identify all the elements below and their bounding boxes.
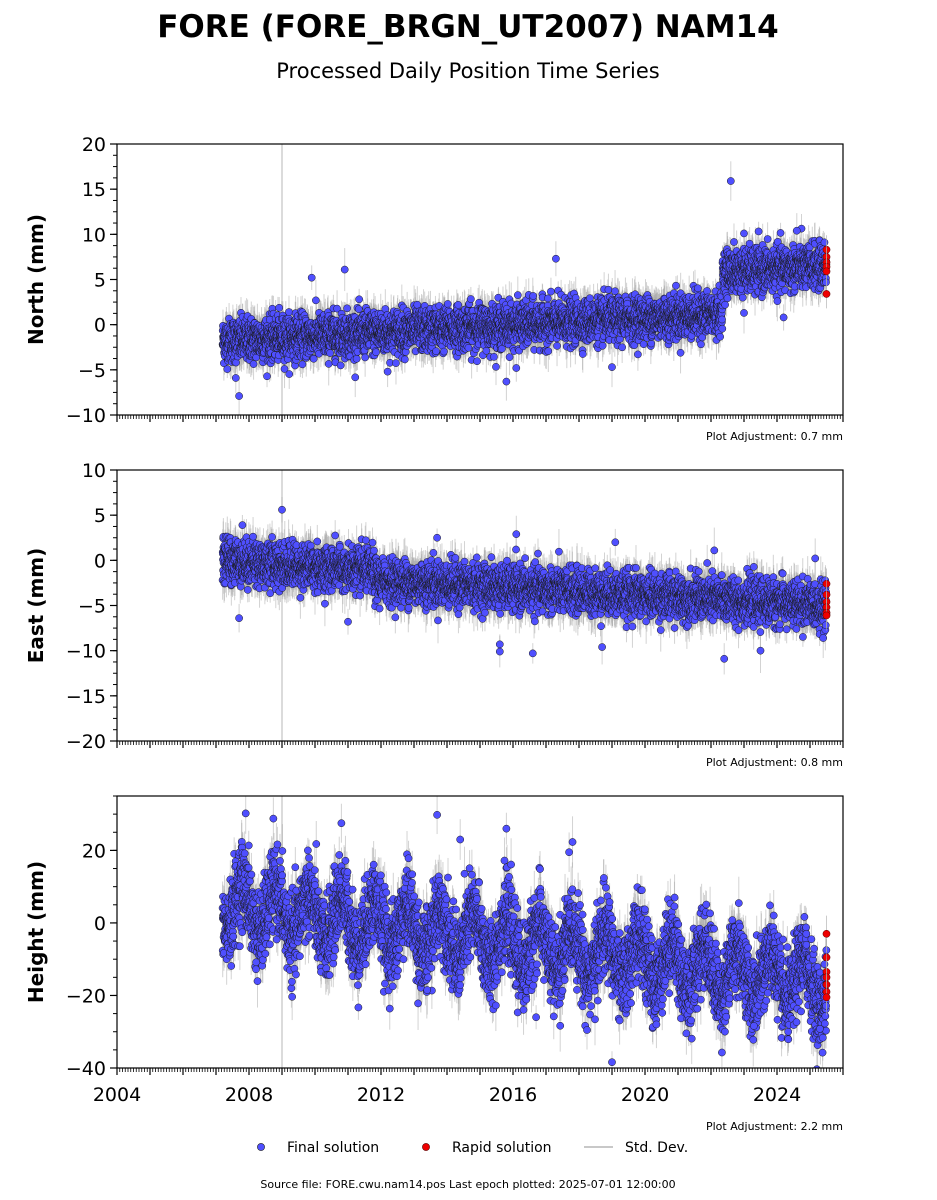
plot-area bbox=[218, 144, 831, 415]
final-solution-points bbox=[218, 177, 831, 400]
figure-title: FORE (FORE_BRGN_UT2007) NAM14 bbox=[157, 9, 778, 45]
figure-subtitle: Processed Daily Position Time Series bbox=[276, 59, 660, 83]
final-point bbox=[223, 365, 232, 373]
